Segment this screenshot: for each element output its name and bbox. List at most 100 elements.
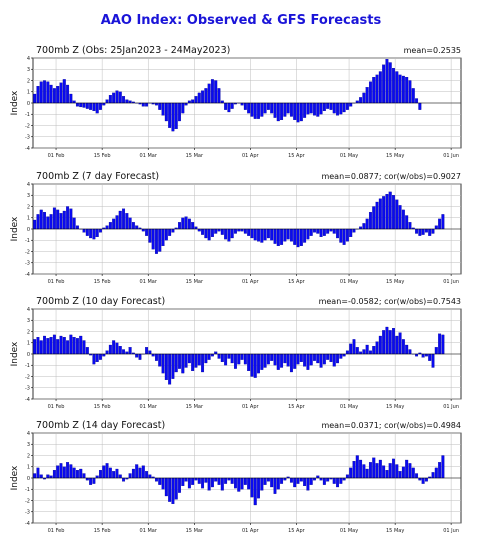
data-bar — [234, 228, 237, 234]
data-bar — [108, 222, 112, 230]
data-bar — [191, 477, 195, 485]
y-tick-label: -3 — [25, 510, 30, 516]
data-bar — [263, 102, 267, 114]
data-bar — [56, 209, 60, 230]
data-bar — [398, 471, 402, 479]
data-bar — [207, 477, 211, 491]
data-bar — [388, 330, 392, 355]
data-bar — [85, 102, 89, 109]
data-bar — [234, 477, 237, 489]
data-bar — [280, 102, 284, 120]
data-bar — [332, 353, 336, 367]
data-bar — [266, 102, 270, 110]
data-bar — [276, 228, 280, 246]
data-bar — [372, 346, 376, 355]
y-tick-label: -1 — [25, 487, 30, 493]
data-bar — [79, 335, 83, 355]
x-tick-label: 01 Apr — [242, 404, 260, 410]
data-bar — [316, 102, 320, 117]
y-tick-label: 4 — [27, 56, 30, 62]
data-bar — [385, 326, 389, 355]
data-bar — [115, 468, 119, 479]
data-bar — [171, 102, 175, 132]
data-bar — [319, 353, 323, 368]
data-bar — [191, 353, 195, 371]
data-bar — [115, 342, 119, 355]
data-bar — [263, 228, 267, 241]
data-bar — [408, 349, 412, 355]
data-bar — [36, 337, 40, 355]
data-bar — [339, 477, 343, 484]
data-bar — [303, 102, 307, 118]
data-bar — [289, 102, 293, 117]
data-bar — [349, 102, 353, 107]
data-bar — [220, 477, 224, 491]
data-bar — [204, 88, 208, 104]
data-bar — [401, 466, 405, 479]
data-bar — [276, 477, 280, 490]
data-bar — [362, 92, 366, 104]
data-bar — [227, 102, 231, 113]
data-bar — [187, 218, 191, 230]
data-bar — [125, 351, 129, 355]
data-bar — [266, 228, 270, 239]
y-axis-label: Index — [10, 216, 20, 241]
data-bar — [441, 334, 445, 355]
panel-title: 700mb Z (14 day Forecast) — [36, 420, 165, 431]
data-bar — [135, 464, 139, 479]
data-bar — [293, 477, 297, 488]
data-bar — [234, 353, 237, 369]
data-bar — [187, 477, 191, 489]
data-bar — [92, 477, 96, 484]
data-bar — [375, 201, 379, 230]
data-bar — [299, 353, 303, 362]
y-tick-label: 0 — [27, 476, 30, 482]
data-bar — [378, 335, 382, 355]
data-bar — [431, 353, 435, 368]
data-bar — [365, 468, 369, 479]
data-bar — [128, 347, 132, 355]
data-bar — [388, 463, 392, 479]
data-bar — [66, 462, 70, 479]
y-tick-label: 3 — [27, 318, 30, 324]
data-bar — [72, 467, 76, 479]
data-bar — [75, 102, 79, 107]
y-tick-label: -4 — [25, 521, 30, 527]
data-bar — [148, 350, 152, 355]
data-bar — [151, 228, 155, 250]
y-tick-label: -4 — [25, 272, 30, 278]
data-bar — [280, 228, 284, 245]
data-bar — [395, 464, 399, 479]
data-bar — [191, 222, 195, 230]
data-bar — [187, 100, 191, 104]
panel-stat: mean=0.0877; cor(w/obs)=0.9027 — [321, 172, 461, 181]
data-bar — [204, 353, 208, 364]
data-bar — [273, 228, 277, 244]
data-bar — [99, 102, 102, 110]
data-bar — [154, 353, 158, 361]
data-bar — [303, 228, 307, 243]
y-tick-label: 3 — [27, 442, 30, 448]
data-bar — [240, 353, 244, 360]
data-bar — [178, 353, 181, 369]
data-bar — [355, 347, 359, 355]
data-bar — [39, 474, 43, 479]
data-bar — [313, 477, 316, 481]
data-bar — [257, 228, 260, 242]
y-axis-label: Index — [10, 465, 20, 490]
data-bar — [339, 353, 343, 359]
panel-stat: mean=0.2535 — [404, 46, 461, 55]
data-bar — [428, 353, 432, 361]
data-bar — [49, 475, 53, 479]
data-bar — [253, 477, 257, 506]
y-tick-label: 2 — [27, 329, 30, 335]
data-bar — [247, 353, 251, 371]
panel-title: 700mb Z (Obs: 25Jan2023 - 24May2023) — [36, 45, 230, 56]
data-bar — [184, 216, 188, 230]
data-bar — [372, 206, 376, 230]
data-bar — [95, 353, 99, 362]
data-bar — [362, 464, 366, 479]
data-bar — [359, 459, 363, 479]
data-bar — [164, 477, 168, 497]
data-bar — [378, 198, 382, 230]
